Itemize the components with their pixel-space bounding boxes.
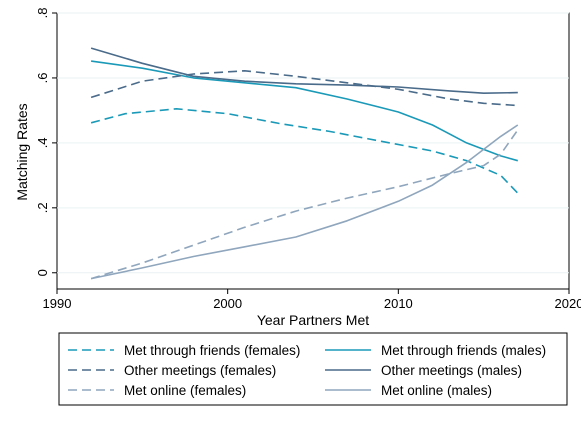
legend-label: Met online (males)	[381, 383, 492, 398]
legend-label: Other meetings (females)	[124, 363, 276, 378]
legend-box	[58, 332, 568, 406]
grid-layer	[57, 12, 569, 274]
plot-area	[56, 12, 570, 290]
y-tick-label: .2	[35, 202, 50, 213]
series-line-3	[90, 47, 518, 94]
legend-layer: Met through friends (females) Met through…	[68, 343, 546, 398]
y-tick-label: .4	[35, 137, 50, 148]
legend-label: Met through friends (females)	[124, 343, 300, 358]
x-axis-title: Year Partners Met	[257, 312, 369, 328]
x-tick-label: 2000	[213, 296, 242, 311]
legend-label: Met online (females)	[124, 383, 246, 398]
series-line-0	[90, 108, 519, 194]
series-line-1	[90, 60, 519, 162]
x-tick-label: 2020	[555, 296, 581, 311]
series-line-2	[90, 70, 518, 107]
series-line-4	[90, 129, 519, 280]
y-axis-title: Matching Rates	[14, 103, 30, 200]
legend-label: Met through friends (males)	[381, 343, 546, 358]
x-tick-label: 2010	[384, 296, 413, 311]
series-line-5	[90, 124, 519, 280]
y-tick-label: 0	[35, 269, 50, 276]
axis-layer: 0 .2 .4 .6 .8 1990 2000 2010 2020	[35, 8, 581, 311]
y-tick-label: .8	[35, 8, 50, 19]
x-tick-label: 1990	[43, 296, 72, 311]
series-layer	[90, 47, 519, 280]
y-tick-label: .6	[35, 73, 50, 84]
legend-label: Other meetings (males)	[381, 363, 522, 378]
